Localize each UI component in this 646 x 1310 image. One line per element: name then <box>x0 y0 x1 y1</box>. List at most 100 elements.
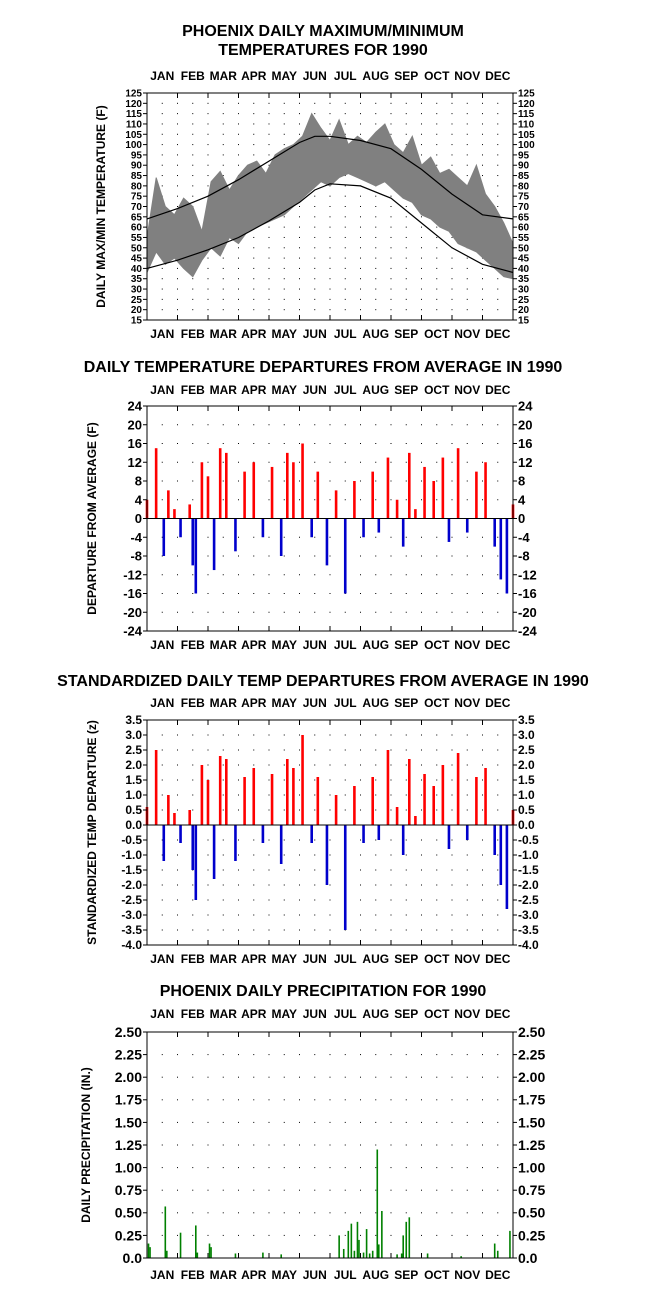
y-tick-label-left: -4.0 <box>121 938 142 952</box>
grid-dot <box>299 443 300 444</box>
grid-dot <box>497 1099 499 1101</box>
grid-dot <box>421 257 422 259</box>
grid-dot <box>375 267 377 269</box>
y-tick-label-right: 120 <box>518 99 535 110</box>
y-tick-label-right: 20 <box>518 417 532 432</box>
grid-dot <box>329 461 331 463</box>
grid-dot <box>375 809 377 811</box>
grid-dot <box>466 749 468 751</box>
grid-dot <box>222 144 224 146</box>
precip-bar <box>426 1253 429 1258</box>
grid-dot <box>466 1234 468 1236</box>
grid-dot <box>375 1144 377 1146</box>
grid-dot <box>436 779 438 781</box>
positive-bar <box>218 448 222 519</box>
y-tick-label-left: 0.5 <box>125 803 142 817</box>
grid-dot <box>268 914 270 916</box>
y-tick-label-right: 3.0 <box>518 728 535 742</box>
grid-dot <box>161 593 163 594</box>
grid-dot <box>207 869 209 871</box>
grid-dot <box>405 854 407 856</box>
y-tick-label-left: 20 <box>128 417 142 432</box>
grid-dot <box>299 113 300 115</box>
grid-dot <box>329 929 331 931</box>
grid-dot <box>344 236 346 238</box>
grid-dot <box>421 1121 422 1123</box>
y-axis: -24 -24 -20 -20 -16 -16 -12 -12 -8 -8 -4 -4 0 0 4 4 8 8 12… <box>123 399 537 639</box>
grid-dot <box>360 764 361 766</box>
grid-dot <box>405 144 407 146</box>
grid-dot <box>299 216 300 218</box>
grid-dot <box>283 309 285 311</box>
positive-bar <box>386 457 390 519</box>
grid-dot <box>375 195 377 197</box>
grid-dot <box>329 914 331 916</box>
grid-dot <box>238 424 239 426</box>
month-label-bottom: JUN <box>303 1268 327 1282</box>
grid-dot <box>253 236 255 238</box>
grid-dot <box>360 749 361 751</box>
positive-bar <box>173 509 176 519</box>
grid-dot <box>222 929 224 931</box>
grid-dot <box>299 226 300 228</box>
month-label-bottom: JUL <box>334 1268 357 1282</box>
grid-dot <box>207 1189 209 1191</box>
grid-dot <box>268 247 270 249</box>
grid-dot <box>482 794 483 796</box>
grid-dot <box>344 206 346 207</box>
positive-bar <box>408 759 411 825</box>
negative-bar <box>362 518 365 538</box>
grid-dot <box>466 764 468 766</box>
grid-dot <box>360 884 361 886</box>
grid-dot <box>253 309 255 311</box>
grid-dot <box>283 734 285 736</box>
grid-dot <box>314 195 316 197</box>
grid-dot <box>222 1144 224 1146</box>
negative-bar <box>261 825 265 843</box>
y-axis: -4.0 -4.0-3.5 -3.5-3.0 -3.0-2.5 -2.5-2.0 -2.0… <box>121 713 539 952</box>
grid-dot <box>451 734 453 736</box>
month-label-top: OCT <box>424 383 450 397</box>
grid-dot <box>314 267 316 269</box>
grid-dot <box>299 1144 300 1146</box>
grid-dot <box>222 593 224 594</box>
grid-dot <box>253 102 255 104</box>
chart3-title: STANDARDIZED DAILY TEMP DEPARTURES FROM … <box>57 673 589 690</box>
y-tick-label-left: 15 <box>131 316 143 327</box>
grid-dot <box>253 749 255 751</box>
grid-dot <box>466 734 468 736</box>
grid-dot <box>344 267 346 269</box>
grid-dot <box>375 257 377 259</box>
grid-dot <box>207 536 209 538</box>
grid-dot <box>161 443 163 444</box>
grid-dot <box>436 929 438 931</box>
grid-dot <box>436 899 438 901</box>
grid-dot <box>283 267 285 269</box>
grid-dot <box>451 164 453 166</box>
grid-dot <box>436 247 438 249</box>
grid-dot <box>161 854 163 856</box>
negative-bar <box>234 825 237 861</box>
grid-dot <box>238 278 239 280</box>
y-tick-label-left: 45 <box>131 254 143 265</box>
grid-dot <box>238 899 239 901</box>
grid-dot <box>207 175 209 177</box>
grid-dot <box>466 288 468 290</box>
grid-dot <box>314 461 316 463</box>
grid-dot <box>405 236 407 238</box>
grid-dot <box>466 1099 468 1101</box>
y-tick-label-right: 2.00 <box>518 1069 545 1085</box>
grid-dot <box>497 1054 499 1056</box>
grid-dot <box>390 247 392 249</box>
grid-dot <box>192 1121 194 1123</box>
y-tick-label-left: 12 <box>128 455 142 470</box>
grid-dot <box>497 123 499 125</box>
grid-dot <box>344 113 346 115</box>
grid-dot <box>390 206 392 207</box>
grid-dot <box>390 123 392 125</box>
grid-dot <box>497 154 499 156</box>
month-label-bottom: SEP <box>394 327 418 341</box>
grid-dot <box>253 278 255 280</box>
grid-dot <box>283 1189 285 1191</box>
